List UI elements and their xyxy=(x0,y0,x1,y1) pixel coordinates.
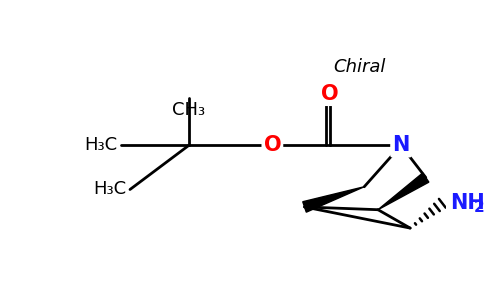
Text: O: O xyxy=(321,84,339,104)
Polygon shape xyxy=(303,187,364,212)
Text: Chiral: Chiral xyxy=(333,58,386,76)
Text: O: O xyxy=(264,135,281,155)
Text: NH: NH xyxy=(450,193,484,213)
Text: N: N xyxy=(393,135,409,155)
Text: H₃C: H₃C xyxy=(84,136,117,154)
Text: 2: 2 xyxy=(473,200,484,215)
Text: CH₃: CH₃ xyxy=(172,101,205,119)
Text: H₃C: H₃C xyxy=(93,181,126,199)
Polygon shape xyxy=(378,173,429,210)
